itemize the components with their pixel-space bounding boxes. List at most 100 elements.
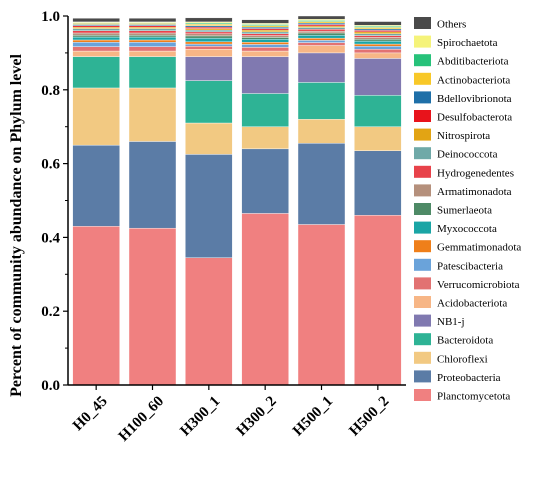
bar-segment-deinococcota bbox=[185, 29, 233, 33]
bar-segment-myxococcota bbox=[72, 36, 120, 41]
bar-segment-verrucomicrobiota bbox=[72, 46, 120, 52]
legend-label: Armatimonadota bbox=[437, 186, 512, 198]
bar-segment-others bbox=[354, 21, 402, 26]
x-tick-label: H0_45 bbox=[70, 393, 111, 434]
bar-segment-patescibacteria bbox=[128, 41, 177, 47]
legend-swatch bbox=[414, 72, 431, 85]
bar-segment-chloroflexi bbox=[297, 119, 346, 144]
bar-segment-hydrogenedentes bbox=[297, 29, 346, 32]
legend-item: Proteobacteria bbox=[414, 370, 501, 384]
bar-segment-planctomycetota bbox=[297, 224, 346, 386]
legend-item: Patescibacteria bbox=[414, 258, 503, 272]
bar-segment-planctomycetota bbox=[354, 215, 402, 386]
legend-item: Myxococcota bbox=[414, 221, 497, 235]
bars bbox=[72, 15, 402, 386]
bar-segment-desulfobacterota bbox=[128, 25, 177, 28]
legend-item: Acidobacteriota bbox=[414, 296, 507, 310]
bar-segment-proteobacteria bbox=[185, 154, 233, 258]
bar-segment-actinobacteriota bbox=[185, 23, 233, 26]
bar-segment-myxococcota bbox=[128, 36, 177, 41]
bar-segment-sumerlaeota bbox=[128, 34, 177, 38]
bar-segment-nb1-j bbox=[241, 56, 289, 94]
bar-segment-deinococcota bbox=[241, 31, 289, 34]
legend-swatch bbox=[414, 91, 431, 104]
legend-label: Planctomycetota bbox=[437, 391, 510, 403]
y-tick-label: 0.4 bbox=[41, 230, 60, 246]
bar-segment-armatimonadota bbox=[72, 32, 120, 36]
legend-swatch bbox=[414, 240, 431, 253]
legend-item: Others bbox=[414, 17, 466, 31]
bar-segment-proteobacteria bbox=[128, 141, 177, 229]
bar-segment-verrucomicrobiota bbox=[128, 46, 177, 52]
y-tick-label: 0.6 bbox=[41, 157, 60, 173]
bar-stack-H300_1 bbox=[185, 17, 233, 386]
bar-segment-chloroflexi bbox=[128, 87, 177, 142]
bar-segment-acidobacteriota bbox=[128, 50, 177, 57]
bar-segment-bacteroidota bbox=[354, 95, 402, 127]
legend-label: Gemmatimonadota bbox=[437, 242, 521, 254]
y-tick-label: 0.0 bbox=[41, 378, 60, 394]
bar-segment-patescibacteria bbox=[72, 41, 120, 47]
bar-segment-chloroflexi bbox=[241, 126, 289, 150]
legend-item: Gemmatimonadota bbox=[414, 240, 521, 254]
bar-stack-H500_2 bbox=[354, 21, 402, 386]
bar-segment-armatimonadota bbox=[128, 32, 177, 36]
legend-swatch bbox=[414, 110, 431, 122]
legend-item: Desulfobacterota bbox=[414, 110, 512, 124]
bar-segment-acidobacteriota bbox=[297, 45, 346, 54]
bar-segment-chloroflexi bbox=[185, 122, 233, 155]
bar-segment-armatimonadota bbox=[354, 37, 402, 40]
bar-segment-hydrogenedentes bbox=[72, 30, 120, 34]
legend-swatch bbox=[414, 184, 431, 197]
bar-segment-sumerlaeota bbox=[297, 32, 346, 36]
bar-segment-patescibacteria bbox=[241, 44, 289, 48]
legend-item: NB1-j bbox=[414, 314, 465, 328]
legend-item: Hydrogenedentes bbox=[414, 165, 514, 179]
bar-segment-sumerlaeota bbox=[241, 37, 289, 40]
bar-segment-desulfobacterota bbox=[72, 25, 120, 28]
bar-segment-others bbox=[72, 18, 120, 23]
bar-segment-hydrogenedentes bbox=[354, 35, 402, 38]
bar-segment-nitrospirota bbox=[72, 26, 120, 29]
legend-label: Hydrogenedentes bbox=[437, 167, 514, 179]
legend-label: Nitrospirota bbox=[437, 130, 490, 142]
legend-item: Bdellovibrionota bbox=[414, 91, 512, 105]
legend-label: Abditibacteriota bbox=[437, 56, 509, 68]
bar-segment-sumerlaeota bbox=[72, 34, 120, 38]
legend-swatch bbox=[414, 128, 431, 141]
legend-label: Desulfobacterota bbox=[437, 112, 512, 124]
bar-segment-gemmatimonadota bbox=[185, 41, 233, 45]
bar-segment-bacteroidota bbox=[72, 56, 120, 89]
bar-segment-nb1-j bbox=[185, 56, 233, 81]
bar-segment-acidobacteriota bbox=[185, 49, 233, 57]
legend-label: Sumerlaeota bbox=[437, 205, 492, 217]
x-tick-label: H300_1 bbox=[177, 393, 223, 439]
legend-label: Patescibacteria bbox=[437, 260, 503, 272]
bar-segment-verrucomicrobiota bbox=[185, 46, 233, 50]
bar-segment-hydrogenedentes bbox=[241, 33, 289, 36]
y-axis-label-group: Percent of community abundance on Phylum… bbox=[8, 54, 25, 397]
legend-label: Bacteroidota bbox=[437, 335, 493, 347]
x-tick-label: H300_2 bbox=[234, 393, 280, 439]
bar-segment-bacteroidota bbox=[128, 56, 177, 89]
bar-segment-gemmatimonadota bbox=[128, 39, 177, 43]
legend-swatch bbox=[414, 389, 431, 401]
bar-segment-chloroflexi bbox=[354, 126, 402, 151]
legend-swatch bbox=[414, 370, 431, 383]
bar-segment-myxococcota bbox=[241, 39, 289, 43]
legend-label: NB1-j bbox=[437, 316, 465, 328]
legend-swatch bbox=[414, 221, 431, 234]
bar-segment-planctomycetota bbox=[241, 213, 289, 386]
bar-segment-others bbox=[128, 18, 177, 23]
bar-segment-armatimonadota bbox=[297, 30, 346, 34]
bar-segment-actinobacteriota bbox=[297, 21, 346, 24]
bar-segment-bdellovibrionota bbox=[297, 22, 346, 25]
bar-segment-nitrospirota bbox=[185, 28, 233, 31]
legend-item: Spirochaetota bbox=[414, 35, 498, 49]
bar-segment-nb1-j bbox=[297, 52, 346, 83]
bar-segment-patescibacteria bbox=[185, 43, 233, 47]
legend-label: Acidobacteriota bbox=[437, 298, 507, 310]
bar-segment-verrucomicrobiota bbox=[297, 42, 346, 46]
bar-segment-gemmatimonadota bbox=[241, 41, 289, 45]
legend-item: Nitrospirota bbox=[414, 128, 490, 142]
